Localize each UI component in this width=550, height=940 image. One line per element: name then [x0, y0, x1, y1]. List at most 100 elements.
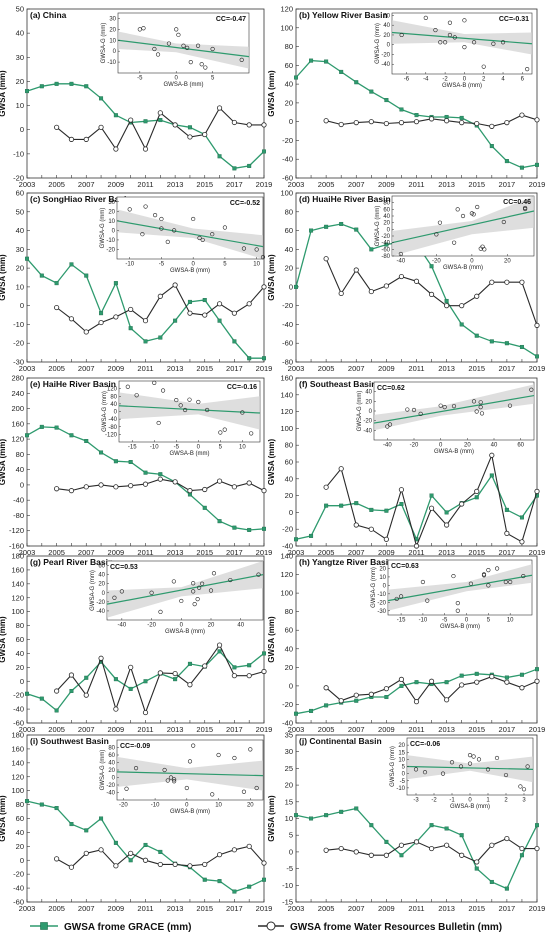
y-tick-label: 20	[285, 98, 293, 107]
y-tick-label: 280	[11, 374, 24, 383]
bulletin-point	[383, 283, 389, 289]
inset-confidence-band	[392, 20, 532, 55]
inset-x-tick-label: -10	[125, 262, 134, 268]
inset-point	[474, 409, 479, 414]
y-tick-label: -40	[282, 155, 293, 164]
inset-point	[467, 761, 473, 766]
y-tick-label: -40	[13, 705, 24, 714]
grace-point	[369, 247, 374, 252]
inset-y-tick-label: 60	[108, 753, 115, 759]
grace-point	[25, 433, 30, 438]
inset-point	[458, 764, 464, 769]
bulletin-point	[83, 692, 89, 698]
grace-point	[459, 115, 464, 120]
grace-point	[69, 262, 74, 267]
bulletin-point	[474, 293, 480, 299]
grace-point	[294, 75, 299, 80]
bulletin-point	[519, 112, 525, 118]
grace-point	[173, 318, 178, 323]
grace-point	[39, 84, 44, 89]
inset-point	[197, 585, 202, 590]
inset-point	[479, 411, 485, 416]
inset-point	[452, 35, 457, 40]
grace-point	[309, 228, 314, 233]
x-tick-label: 2015	[468, 548, 485, 557]
inset-y-tick-label: -20	[106, 247, 115, 253]
inset-point	[478, 405, 483, 410]
inset-x-tick-label: 5	[223, 262, 227, 268]
grace-point	[354, 80, 359, 85]
inset-point	[185, 45, 190, 51]
inset-confidence-band	[374, 384, 534, 431]
inset-point	[188, 59, 193, 65]
inset-x-tick-label: -15	[397, 618, 406, 624]
x-tick-label: 2017	[226, 548, 243, 557]
inset-point	[387, 422, 393, 427]
grace-point	[504, 507, 509, 512]
y-tick-label: 40	[285, 80, 293, 89]
bulletin-point	[172, 479, 178, 485]
bulletin-point	[128, 483, 134, 489]
grace-point	[99, 450, 104, 455]
inset-point	[422, 770, 428, 775]
bulletin-point	[444, 303, 450, 309]
bulletin-point	[428, 116, 435, 122]
bulletin-point	[187, 682, 193, 688]
grace-point	[339, 221, 344, 226]
inset-cc-label: CC=-0.47	[216, 16, 246, 23]
y-tick-label: 40	[285, 644, 293, 653]
inset-y-tick-label: 60	[383, 207, 390, 213]
y-tick-label: 0	[289, 681, 293, 690]
grace-point	[519, 515, 524, 520]
bulletin-point	[261, 668, 267, 675]
y-tick-label: 120	[11, 593, 24, 602]
inset-fit-line	[391, 31, 533, 45]
y-tick-label: 50	[16, 207, 24, 216]
y-tick-label: 60	[285, 626, 293, 635]
y-tick-label: 20	[285, 491, 293, 500]
inset-point	[523, 206, 528, 212]
inset-y-axis-label: GWSA-G (mm)	[390, 746, 396, 787]
inset-x-tick-label: 0	[185, 803, 189, 809]
bulletin-point	[157, 861, 163, 868]
grace-point	[294, 813, 299, 818]
y-tick-label: -20	[282, 700, 293, 709]
x-tick-label: 2017	[499, 548, 516, 557]
x-tick-label: 2009	[378, 725, 395, 734]
y-tick-label: 140	[11, 758, 24, 767]
grace-point	[489, 144, 494, 149]
grace-point	[339, 809, 344, 814]
bulletin-point	[68, 316, 75, 322]
inset-point	[162, 767, 167, 773]
inset-y-tick-label: -40	[108, 417, 117, 423]
x-tick-label: 2017	[226, 725, 243, 734]
x-tick-label: 2015	[468, 364, 485, 373]
inset-y-tick-label: 40	[365, 390, 372, 396]
grace-point	[54, 425, 59, 430]
bulletin-point	[534, 117, 540, 123]
bulletin-point	[202, 861, 208, 868]
inset-point	[440, 771, 446, 776]
inset-y-tick-label: 30	[108, 200, 115, 206]
y-tick-label: -10	[282, 881, 293, 890]
inset-y-tick-label: -40	[381, 62, 390, 68]
inset-point	[485, 767, 491, 772]
grace-point	[504, 159, 509, 164]
y-tick-label: 40	[16, 29, 24, 38]
grace-point	[399, 107, 404, 112]
inset-y-tick-label: 0	[112, 228, 116, 234]
inset-y-tick-label: 20	[109, 27, 116, 33]
y-tick-label: 60	[285, 458, 293, 467]
grace-point	[232, 166, 237, 171]
inset-y-tick-label: 20	[365, 399, 372, 405]
y-tick-label: -20	[13, 691, 24, 700]
inset-y-tick-label: 0	[112, 776, 116, 782]
y-tick-label: 5	[289, 831, 293, 840]
inset-point	[178, 403, 183, 408]
y-tick-label: -10	[13, 149, 24, 158]
inset-point	[447, 20, 453, 25]
y-tick-label: 120	[11, 772, 24, 781]
grace-point	[444, 680, 449, 685]
grace-point	[232, 889, 237, 894]
y-axis-label: GWSA (mm)	[267, 795, 276, 842]
